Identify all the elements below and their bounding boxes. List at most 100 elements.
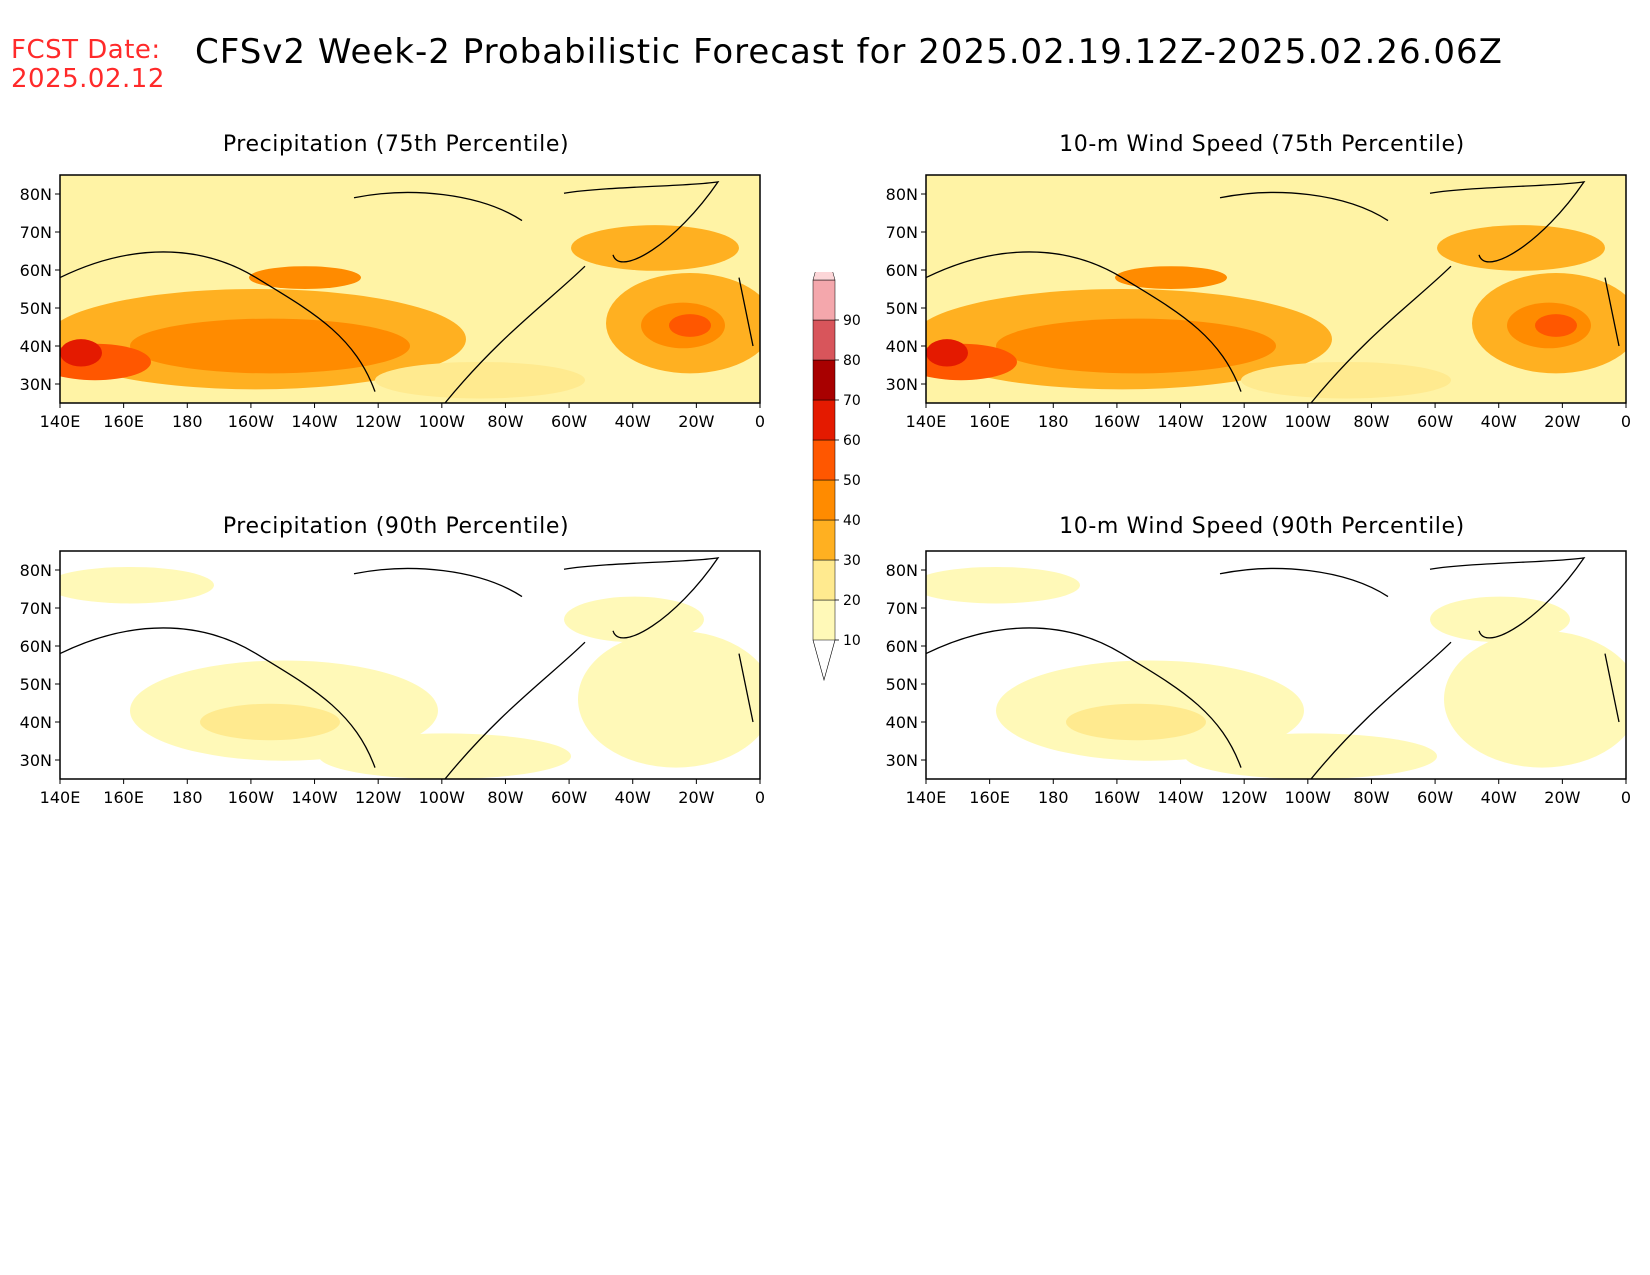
colorbar-segment xyxy=(812,599,836,641)
map-frame xyxy=(925,174,1627,404)
coastline xyxy=(926,556,1620,779)
x-tick-label: 40W xyxy=(615,412,651,431)
shaded-region xyxy=(1115,266,1227,289)
shaded-region xyxy=(319,733,571,779)
y-tick-label: 30N xyxy=(886,751,918,770)
x-tick-label: 160W xyxy=(228,412,275,431)
fcst-date-block: FCST Date: 2025.02.12 xyxy=(11,36,165,94)
y-tick-label: 70N xyxy=(20,223,52,242)
map-precip75: 140E 160E 180 160W 140W 120W 100W 80W 60W 40W 20W 0… xyxy=(20,174,765,431)
shaded-region xyxy=(375,361,585,399)
x-tick-label: 0 xyxy=(1621,412,1631,431)
coastline xyxy=(60,556,754,779)
x-tick-label: 0 xyxy=(755,788,765,807)
x-tick-label: 60W xyxy=(1417,788,1453,807)
y-tick-label: 40N xyxy=(886,337,918,356)
y-tick-label: 30N xyxy=(886,375,918,394)
shaded-region xyxy=(1066,703,1206,741)
x-tick-label: 120W xyxy=(355,412,402,431)
shaded-region xyxy=(130,318,410,374)
shaded-region xyxy=(926,566,1080,604)
x-tick-label: 80W xyxy=(487,788,523,807)
shaded-region xyxy=(60,566,214,604)
y-tick-label: 80N xyxy=(886,185,918,204)
x-tick-label: 140E xyxy=(40,412,81,431)
shaded-region xyxy=(996,318,1276,374)
y-tick-label: 50N xyxy=(886,675,918,694)
x-tick-label: 100W xyxy=(1285,412,1332,431)
x-tick-label: 160E xyxy=(969,412,1010,431)
colorbar-tail xyxy=(812,639,836,682)
x-tick-label: 140E xyxy=(40,788,81,807)
colorbar-segment xyxy=(812,559,836,601)
x-tick-label: 20W xyxy=(1544,788,1580,807)
x-tick-label: 60W xyxy=(1417,412,1453,431)
x-tick-label: 100W xyxy=(419,412,466,431)
x-tick-label: 120W xyxy=(1221,412,1268,431)
y-tick-label: 40N xyxy=(886,713,918,732)
colorbar-label: 60 xyxy=(843,433,861,449)
x-tick-label: 140E xyxy=(906,412,947,431)
x-tick-label: 160W xyxy=(228,788,275,807)
colorbar-segment xyxy=(812,319,836,361)
colorbar-label: 70 xyxy=(843,393,861,409)
y-tick-label: 80N xyxy=(20,185,52,204)
colorbar-label: 10 xyxy=(843,633,861,649)
shaded-region xyxy=(578,630,760,768)
map-frame xyxy=(925,550,1627,780)
colorbar-segment xyxy=(812,439,836,481)
colorbar-label: 20 xyxy=(843,593,861,609)
x-tick-label: 0 xyxy=(755,412,765,431)
x-tick-label: 40W xyxy=(615,788,651,807)
x-tick-label: 140W xyxy=(1157,412,1204,431)
x-tick-label: 140W xyxy=(291,788,338,807)
y-tick-label: 40N xyxy=(20,337,52,356)
shaded-region xyxy=(564,596,704,643)
shaded-region xyxy=(249,266,361,289)
x-tick-label: 120W xyxy=(1221,788,1268,807)
colorbar-segment xyxy=(812,399,836,441)
panel-title-wind90: 10-m Wind Speed (90th Percentile) xyxy=(1059,514,1465,539)
y-tick-label: 50N xyxy=(20,299,52,318)
y-tick-label: 40N xyxy=(20,713,52,732)
colorbar-segment xyxy=(812,359,836,401)
y-tick-label: 30N xyxy=(20,375,52,394)
colorbar-label: 50 xyxy=(843,473,861,489)
x-tick-label: 60W xyxy=(551,788,587,807)
x-tick-label: 160E xyxy=(103,412,144,431)
colorbar-label: 90 xyxy=(843,313,861,329)
y-tick-label: 70N xyxy=(886,223,918,242)
y-tick-label: 60N xyxy=(886,637,918,656)
map-wind75: 140E 160E 180 160W 140W 120W 100W 80W 60W 40W 20W 0… xyxy=(886,174,1631,431)
colorbar-label: 40 xyxy=(843,513,861,529)
x-tick-label: 140W xyxy=(1157,788,1204,807)
y-tick-label: 70N xyxy=(886,599,918,618)
colorbar-segment xyxy=(812,479,836,521)
map-precip90: 140E 160E 180 160W 140W 120W 100W 80W 60W 40W 20W 0… xyxy=(20,550,765,807)
x-tick-label: 20W xyxy=(678,788,714,807)
x-tick-label: 20W xyxy=(678,412,714,431)
x-tick-label: 140E xyxy=(906,788,947,807)
y-tick-label: 60N xyxy=(20,637,52,656)
map-wind90: 140E 160E 180 160W 140W 120W 100W 80W 60W 40W 20W 0… xyxy=(886,550,1631,807)
fcst-date-label: FCST Date: xyxy=(11,35,161,65)
x-tick-label: 180 xyxy=(1038,788,1069,807)
x-tick-label: 180 xyxy=(1038,412,1069,431)
x-tick-label: 160E xyxy=(103,788,144,807)
x-tick-label: 140W xyxy=(291,412,338,431)
y-tick-label: 50N xyxy=(886,299,918,318)
map-frame xyxy=(59,550,761,780)
x-tick-label: 80W xyxy=(487,412,523,431)
y-tick-label: 30N xyxy=(20,751,52,770)
x-tick-label: 120W xyxy=(355,788,402,807)
x-tick-label: 40W xyxy=(1481,788,1517,807)
shaded-region xyxy=(60,339,102,367)
shaded-region xyxy=(669,314,711,337)
y-tick-label: 80N xyxy=(20,561,52,580)
x-tick-label: 180 xyxy=(172,412,203,431)
coastline xyxy=(60,180,754,403)
y-tick-label: 70N xyxy=(20,599,52,618)
shaded-region xyxy=(1241,361,1451,399)
x-tick-label: 80W xyxy=(1353,788,1389,807)
shaded-region xyxy=(1185,733,1437,779)
